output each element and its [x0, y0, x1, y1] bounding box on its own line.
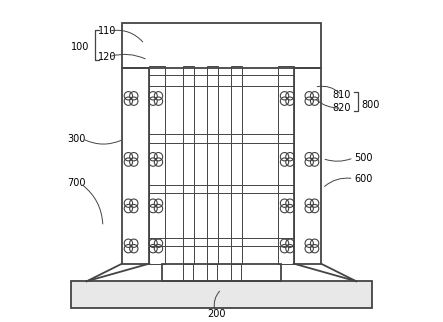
- Text: 500: 500: [354, 153, 373, 163]
- Bar: [162, 264, 281, 281]
- Bar: [207, 264, 217, 281]
- Bar: [207, 66, 218, 264]
- Bar: [122, 23, 321, 68]
- Bar: [149, 134, 294, 143]
- Bar: [122, 68, 149, 264]
- Bar: [71, 281, 372, 308]
- Text: 120: 120: [98, 52, 117, 62]
- Text: 600: 600: [354, 174, 373, 184]
- Bar: [183, 66, 194, 264]
- Bar: [183, 264, 193, 281]
- Bar: [231, 66, 242, 264]
- Bar: [149, 66, 165, 264]
- Text: 800: 800: [361, 100, 379, 110]
- Text: 110: 110: [98, 26, 117, 36]
- Text: 100: 100: [71, 42, 89, 52]
- Bar: [149, 185, 294, 193]
- Text: 810: 810: [332, 90, 350, 100]
- Text: 200: 200: [207, 309, 225, 319]
- Text: 700: 700: [68, 178, 86, 188]
- Bar: [278, 66, 294, 264]
- Text: 300: 300: [68, 134, 86, 144]
- Text: 820: 820: [332, 103, 350, 113]
- Bar: [149, 75, 294, 86]
- Bar: [294, 68, 321, 264]
- Bar: [231, 264, 241, 281]
- Bar: [149, 238, 294, 246]
